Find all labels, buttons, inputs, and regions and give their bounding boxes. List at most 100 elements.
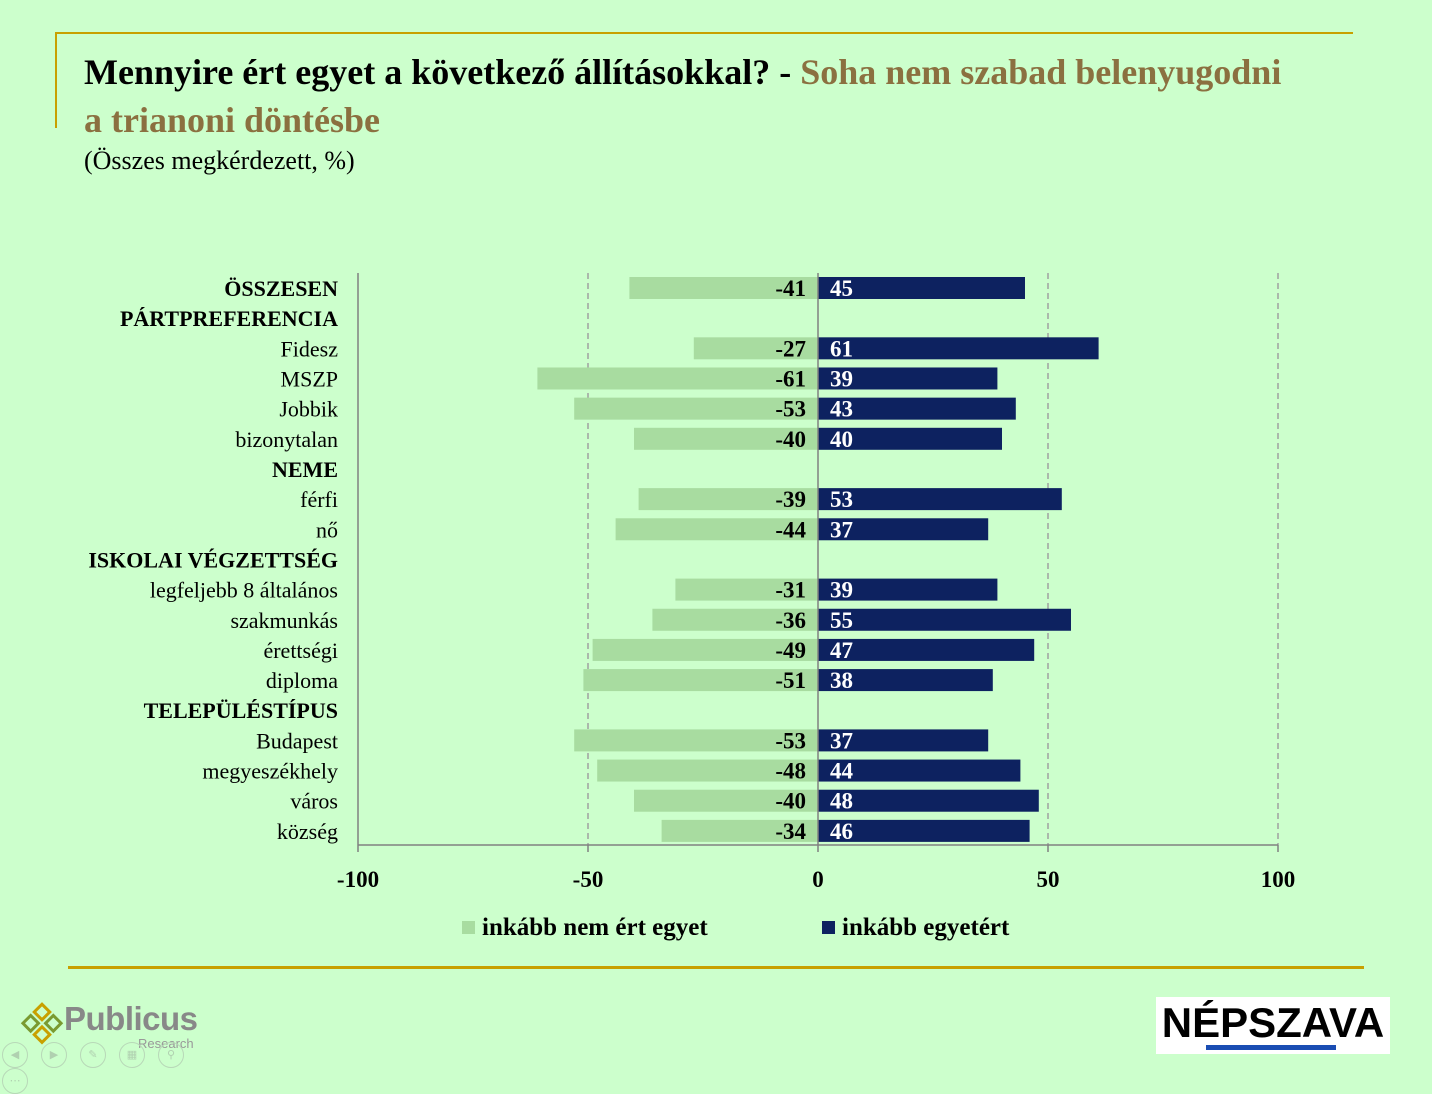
- category-label: község: [277, 819, 338, 844]
- bar-agree: [818, 397, 1016, 420]
- category-label: Budapest: [256, 728, 338, 753]
- category-label: TELEPÜLÉSTÍPUS: [144, 698, 338, 723]
- category-label: nő: [316, 517, 338, 542]
- bar-agree: [818, 367, 998, 390]
- pen-icon[interactable]: ✎: [80, 1042, 106, 1068]
- nepszava-name: NÉPSZAVA: [1161, 999, 1385, 1046]
- bar-label-agree: 55: [830, 608, 853, 633]
- bar-disagree: [574, 729, 818, 752]
- bar-label-disagree: -41: [775, 276, 806, 301]
- bar-label-disagree: -44: [775, 517, 806, 542]
- category-label: ÖSSZESEN: [224, 276, 338, 301]
- category-label: Jobbik: [279, 397, 338, 422]
- publicus-logo-icon: [20, 1002, 64, 1045]
- x-tick-label: -50: [573, 867, 604, 892]
- bar-label-disagree: -39: [775, 487, 806, 512]
- bar-label-agree: 37: [830, 728, 853, 753]
- bar-agree: [818, 789, 1039, 812]
- bar-label-agree: 40: [830, 427, 853, 452]
- bar-label-disagree: -40: [775, 789, 806, 814]
- bar-disagree: [652, 608, 818, 631]
- legend-swatch-disagree: [462, 921, 475, 934]
- bar-label-agree: 37: [830, 517, 853, 542]
- category-label: NEME: [272, 457, 338, 482]
- bar-label-disagree: -27: [775, 336, 806, 361]
- bar-label-disagree: -53: [775, 397, 806, 422]
- bar-disagree: [592, 638, 818, 661]
- category-label: megyeszékhely: [202, 759, 338, 784]
- zoom-icon[interactable]: ⚲: [158, 1042, 184, 1068]
- more-icon[interactable]: ⋯: [2, 1068, 28, 1094]
- bar-agree: [818, 669, 993, 692]
- category-label: ISKOLAI VÉGZETTSÉG: [88, 547, 338, 572]
- bar-label-disagree: -36: [775, 608, 806, 633]
- bar-disagree: [537, 367, 818, 390]
- header-rule-left: [55, 32, 57, 128]
- slide-title: Mennyire ért egyet a következő állítások…: [84, 48, 1284, 144]
- bar-label-agree: 47: [830, 638, 853, 663]
- bar-agree: [818, 337, 1099, 360]
- bar-disagree: [583, 669, 818, 692]
- x-tick-label: 0: [812, 867, 824, 892]
- title-main: Mennyire ért egyet a következő állítások…: [84, 52, 801, 92]
- bar-label-agree: 38: [830, 668, 853, 693]
- bar-agree: [818, 277, 1025, 299]
- legend-label-disagree: inkább nem ért egyet: [482, 914, 708, 941]
- bar-disagree: [629, 277, 818, 299]
- legend-label-agree: inkább egyetért: [842, 914, 1010, 941]
- bar-disagree: [597, 759, 818, 782]
- bar-label-disagree: -34: [775, 819, 806, 844]
- bar-agree: [818, 759, 1021, 782]
- bar-label-agree: 61: [830, 336, 853, 361]
- bar-disagree: [661, 819, 818, 842]
- bar-label-disagree: -61: [775, 366, 806, 391]
- nepszava-logo: NÉPSZAVA: [1156, 997, 1390, 1054]
- prev-icon[interactable]: ◀: [2, 1042, 28, 1068]
- next-icon[interactable]: ▶: [41, 1042, 67, 1068]
- bar-agree: [818, 427, 1002, 450]
- category-label: Fidesz: [281, 336, 339, 361]
- bar-agree: [818, 578, 998, 601]
- x-tick-label: 50: [1037, 867, 1060, 892]
- bar-agree: [818, 488, 1062, 511]
- bar-label-agree: 48: [830, 789, 853, 814]
- publicus-name: Publicus: [64, 1000, 198, 1037]
- bar-disagree: [693, 337, 818, 360]
- bar-label-agree: 39: [830, 578, 853, 603]
- diverging-bar-chart: ÖSSZESEN -41 45 PÁRTPREFERENCIA Fidesz -27 61 M…: [88, 273, 1296, 941]
- bar-disagree: [638, 488, 818, 511]
- bar-label-agree: 46: [830, 819, 853, 844]
- footer-rule: [68, 966, 1364, 969]
- bar-label-agree: 43: [830, 397, 853, 422]
- bar-agree: [818, 819, 1030, 842]
- bar-label-disagree: -40: [775, 427, 806, 452]
- bar-disagree: [634, 427, 818, 450]
- bar-label-agree: 45: [830, 276, 853, 301]
- bar-agree: [818, 729, 989, 752]
- bar-label-agree: 44: [830, 759, 854, 784]
- bar-label-disagree: -51: [775, 668, 806, 693]
- bar-label-agree: 53: [830, 487, 853, 512]
- category-label: diploma: [266, 668, 338, 693]
- x-tick-label: 100: [1261, 867, 1296, 892]
- bar-disagree: [574, 397, 818, 420]
- slide-subtitle: (Összes megkérdezett, %): [84, 146, 355, 175]
- category-label: város: [290, 789, 338, 814]
- bar-label-agree: 39: [830, 366, 853, 391]
- legend-swatch-agree: [822, 921, 835, 934]
- bar-label-disagree: -53: [775, 728, 806, 753]
- bar-agree: [818, 608, 1071, 631]
- category-label: bizonytalan: [235, 427, 338, 452]
- bar-disagree: [675, 578, 818, 601]
- bar-agree: [818, 518, 989, 541]
- bar-label-disagree: -31: [775, 578, 806, 603]
- header-rule-top: [55, 32, 1353, 34]
- category-label: PÁRTPREFERENCIA: [120, 306, 338, 331]
- category-label: szakmunkás: [230, 608, 338, 633]
- x-tick-label: -100: [337, 867, 379, 892]
- bar-label-disagree: -49: [775, 638, 806, 663]
- bar-disagree: [634, 789, 818, 812]
- title-accent: Soha nem szabad belenyugodni a trianoni …: [84, 52, 1282, 140]
- slides-icon[interactable]: ▦: [119, 1042, 145, 1068]
- bar-disagree: [615, 518, 818, 541]
